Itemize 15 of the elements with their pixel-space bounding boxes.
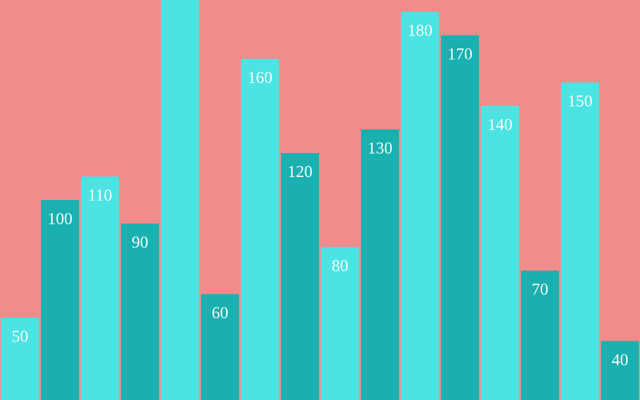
- data-label: 70: [532, 284, 548, 295]
- data-label: 40: [612, 354, 628, 366]
- data-label: 140: [488, 118, 512, 130]
- data-label: 80: [332, 260, 348, 272]
- data-label: 100: [48, 212, 72, 224]
- data-label: 170: [448, 48, 472, 60]
- data-label: 150: [568, 95, 592, 107]
- data-label: 120: [288, 166, 312, 178]
- data-label: 60: [212, 307, 228, 318]
- data-label: 130: [368, 142, 392, 154]
- data-label: 90: [132, 236, 148, 248]
- data-label: 110: [89, 189, 112, 201]
- data-label: 50: [12, 330, 28, 342]
- data-label: 160: [248, 72, 272, 84]
- data-label: 180: [408, 24, 432, 36]
